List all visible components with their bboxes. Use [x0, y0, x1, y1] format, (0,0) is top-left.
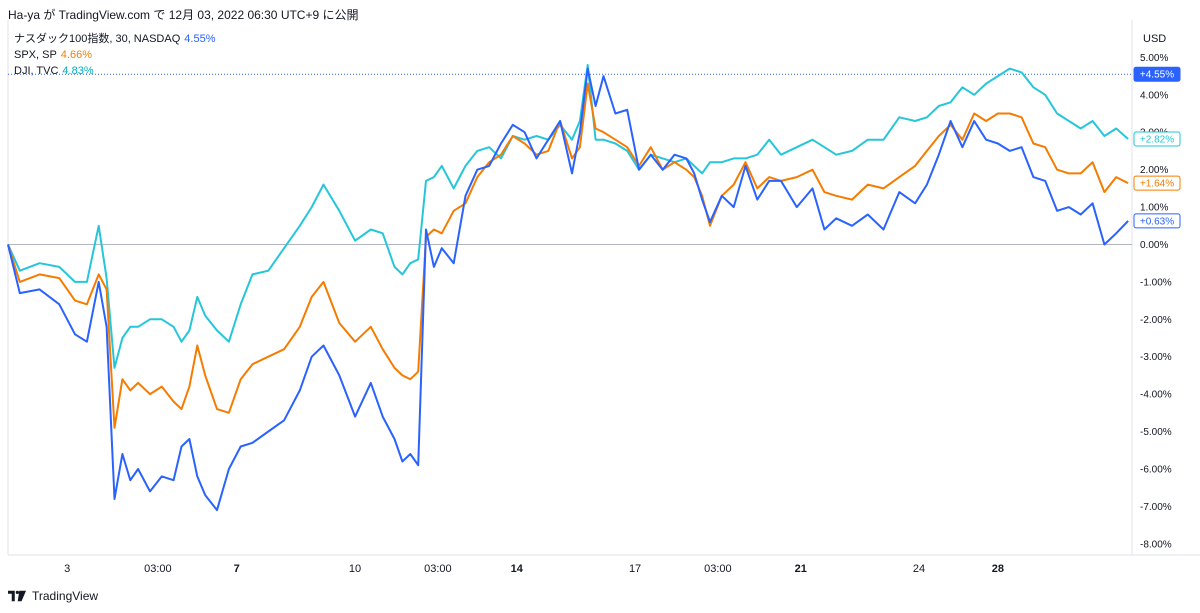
price-tag-label: +1.64%: [1140, 179, 1174, 190]
y-tick-label: 4.00%: [1140, 90, 1168, 101]
x-tick-label: 03:00: [144, 563, 172, 575]
price-tag-box: [1133, 213, 1181, 229]
y-tick-label: -4.00%: [1140, 390, 1172, 401]
x-tick-label: 3: [64, 563, 70, 575]
legend-symbol-ndx: ナスダック100指数, 30, NASDAQ: [14, 33, 181, 45]
y-tick-label: -5.00%: [1140, 427, 1172, 438]
price-tag-label: +0.63%: [1140, 216, 1174, 227]
y-tick-label: -2.00%: [1140, 315, 1172, 326]
series-line-dji[interactable]: [7, 63, 1129, 369]
y-tick-label: -1.00%: [1140, 277, 1172, 288]
legend-row-ndx[interactable]: ナスダック100指数, 30, NASDAQ 4.55%: [14, 31, 215, 47]
currency-label: USD: [1143, 33, 1167, 45]
publish-header: Ha-ya が TradingView.com で 12月 03, 2022 0…: [8, 8, 359, 22]
y-tick-label: -3.00%: [1140, 352, 1172, 363]
x-tick-label: 7: [234, 563, 240, 575]
series-line-ndx[interactable]: [7, 67, 1129, 512]
y-tick-label: -7.00%: [1140, 502, 1172, 513]
price-tag-box: [1133, 66, 1181, 82]
x-tick-label: 10: [349, 563, 361, 575]
y-tick-label: 0.00%: [1140, 240, 1168, 251]
y-tick-label: -6.00%: [1140, 464, 1172, 475]
x-tick-label: 24: [913, 563, 925, 575]
footer-brand-label: TradingView: [32, 589, 99, 603]
price-tag-box: [1133, 175, 1181, 191]
y-tick-label: 1.00%: [1140, 203, 1168, 214]
legend-row-spx[interactable]: SPX, SP 4.66%: [14, 47, 215, 63]
legend-pct-spx: 4.66%: [60, 49, 92, 61]
legend-symbol-spx: SPX, SP: [14, 49, 57, 61]
legend-pct-dji: 4.83%: [62, 65, 94, 77]
price-tag-box: [1133, 131, 1181, 147]
y-tick-label: 5.00%: [1140, 53, 1168, 64]
x-tick-label: 03:00: [424, 563, 452, 575]
y-tick-label: -8.00%: [1140, 539, 1172, 550]
x-tick-label: 14: [511, 563, 524, 575]
y-tick-label: 2.00%: [1140, 165, 1168, 176]
legend-pct-ndx: 4.55%: [184, 33, 216, 45]
x-tick-label: 03:00: [704, 563, 732, 575]
x-tick-label: 28: [992, 563, 1004, 575]
tradingview-logo-icon: [8, 590, 26, 602]
price-tag-label: +4.55%: [1140, 70, 1174, 81]
x-tick-label: 17: [629, 563, 641, 575]
chart-legend: ナスダック100指数, 30, NASDAQ 4.55% SPX, SP 4.66%…: [14, 31, 215, 79]
price-tag-label: +2.82%: [1140, 134, 1174, 145]
footer-brand[interactable]: TradingView: [8, 589, 98, 603]
x-tick-label: 21: [795, 563, 807, 575]
